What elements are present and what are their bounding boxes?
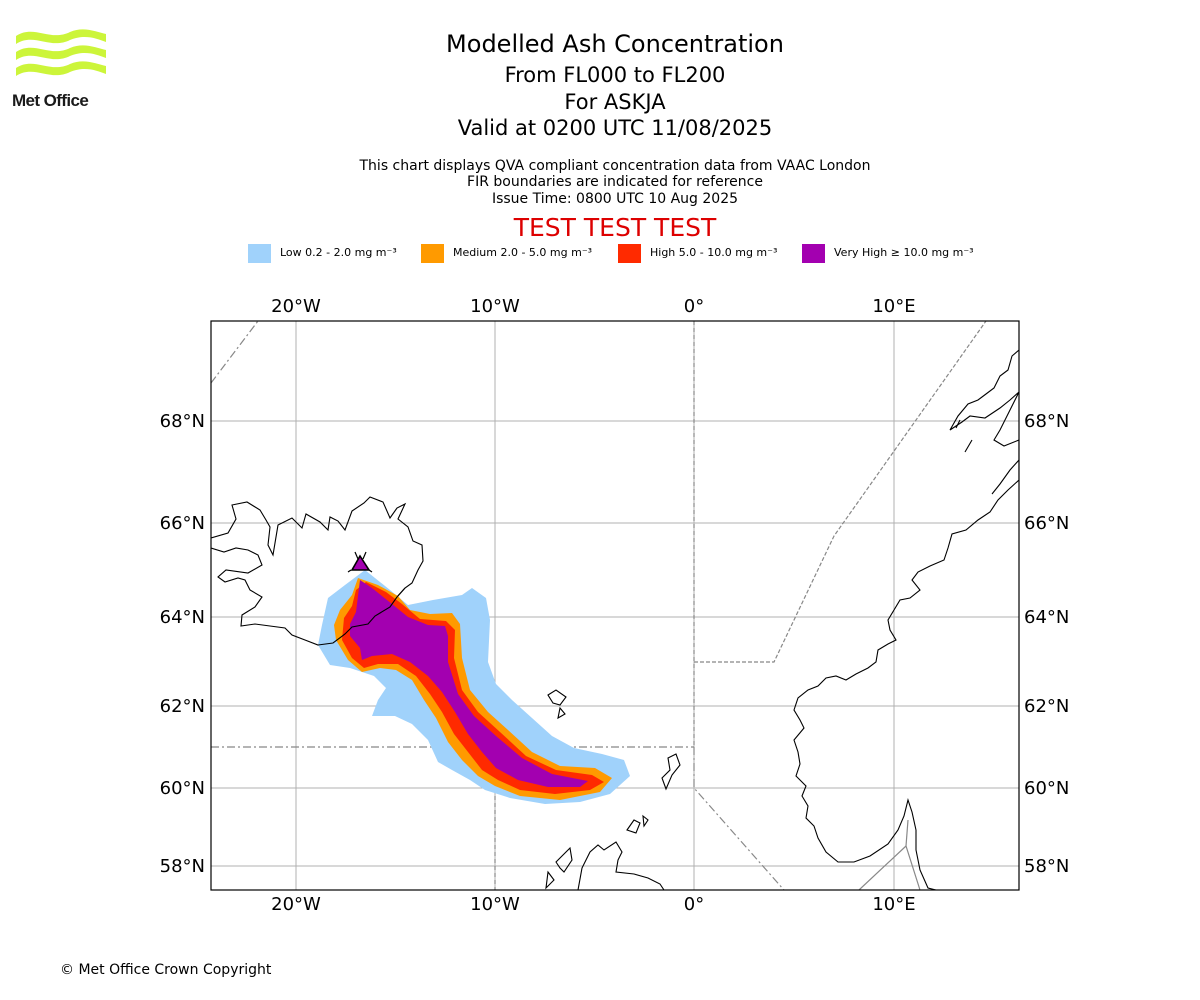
legend-label-low: Low 0.2 - 2.0 mg m⁻³ xyxy=(280,246,397,259)
coast-overlay xyxy=(317,587,406,646)
copyright: © Met Office Crown Copyright xyxy=(60,962,272,978)
lon-label-bottom: 10°W xyxy=(470,894,520,915)
ash-plume xyxy=(318,570,630,804)
hebrides xyxy=(545,846,573,890)
lat-label-left: 62°N xyxy=(160,696,205,717)
note-fir: FIR boundaries are indicated for referen… xyxy=(467,174,763,190)
scotland-coast xyxy=(577,841,665,890)
met-office-logo: Met Office xyxy=(12,28,112,112)
note-qva: This chart displays QVA compliant concen… xyxy=(359,158,871,174)
iceland-coast xyxy=(211,496,424,646)
lon-label-bottom: 10°E xyxy=(872,894,915,915)
orkney-islands xyxy=(626,814,649,834)
norway-coast xyxy=(793,349,1019,890)
map-frame xyxy=(210,320,1020,891)
legend-label-medium: Medium 2.0 - 5.0 mg m⁻³ xyxy=(453,246,593,259)
lat-label-left: 64°N xyxy=(160,607,205,628)
lon-label-top: 10°W xyxy=(470,296,520,317)
lat-label-right: 58°N xyxy=(1024,856,1069,877)
coastlines xyxy=(211,349,1019,890)
flight-levels: From FL000 to FL200 xyxy=(504,63,726,87)
chart-title: Modelled Ash Concentration xyxy=(446,30,784,58)
lon-label-top: 20°W xyxy=(271,296,321,317)
lat-label-right: 62°N xyxy=(1024,696,1069,717)
lon-label-bottom: 20°W xyxy=(271,894,321,915)
lat-label-left: 58°N xyxy=(160,856,205,877)
lat-label-right: 68°N xyxy=(1024,411,1069,432)
shetland-islands xyxy=(661,753,681,791)
faroe-islands xyxy=(547,689,567,720)
issue-time: Issue Time: 0800 UTC 10 Aug 2025 xyxy=(491,191,739,207)
lat-label-right: 64°N xyxy=(1024,607,1069,628)
legend-swatch-very-high xyxy=(802,244,825,263)
volcano-name: For ASKJA xyxy=(564,90,666,114)
legend-swatch-low xyxy=(248,244,271,263)
legend-swatch-high xyxy=(618,244,641,263)
lon-label-top: 0° xyxy=(684,296,704,317)
legend-label-high: High 5.0 - 10.0 mg m⁻³ xyxy=(650,246,778,259)
test-banner: TEST TEST TEST xyxy=(513,213,717,242)
lon-label-top: 10°E xyxy=(872,296,915,317)
legend-swatch-medium xyxy=(421,244,444,263)
lat-label-right: 66°N xyxy=(1024,513,1069,534)
lat-label-right: 60°N xyxy=(1024,778,1069,799)
plume-very-high xyxy=(350,580,588,787)
logo-text: Met Office xyxy=(12,91,89,110)
volcano-marker-icon xyxy=(347,551,373,573)
lat-label-left: 68°N xyxy=(160,411,205,432)
lat-label-left: 66°N xyxy=(160,513,205,534)
met-office-waves-icon xyxy=(16,29,106,76)
valid-time: Valid at 0200 UTC 11/08/2025 xyxy=(457,116,773,140)
lon-label-bottom: 0° xyxy=(684,894,704,915)
lat-label-left: 60°N xyxy=(160,778,205,799)
legend-label-very-high: Very High ≥ 10.0 mg m⁻³ xyxy=(834,246,974,259)
